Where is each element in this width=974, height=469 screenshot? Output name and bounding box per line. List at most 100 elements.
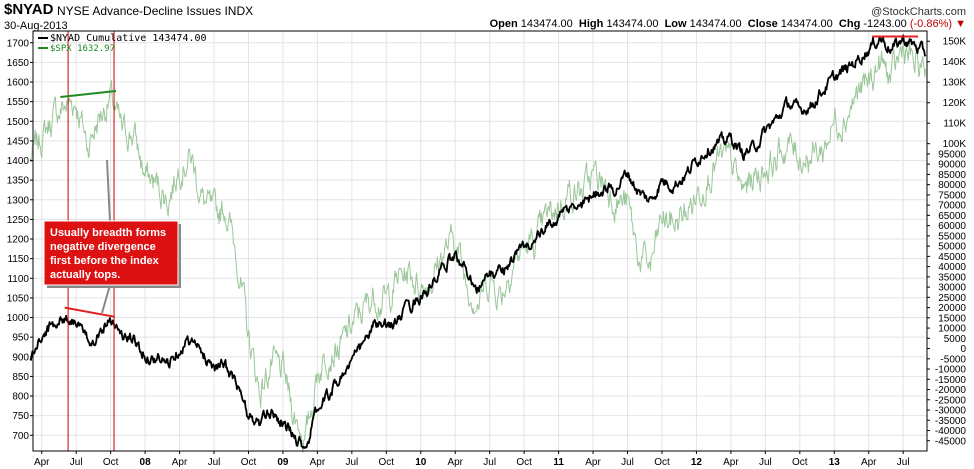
chart-title: NYSE Advance-Decline Issues INDX [57, 4, 253, 18]
y-right-tick-label: 15000 [938, 313, 966, 324]
y-right-tick-label: 55000 [938, 231, 966, 242]
y-right-tick-label: 75000 [938, 190, 966, 201]
annotation-line-4: actually tops. [50, 269, 120, 281]
chg-label: Chg [838, 18, 861, 30]
nyad-line-path [29, 34, 927, 449]
y-right-tick-label: 35000 [938, 272, 966, 283]
y-right-tick-label: 5000 [944, 334, 967, 345]
brand-watermark[interactable]: @StockCharts.com [871, 6, 966, 18]
x-tick-label: Apr [34, 457, 50, 468]
y-left-tick-label: 1250 [7, 215, 30, 226]
y-right-tick-label: -45000 [935, 436, 967, 447]
x-tick-label: Oct [103, 457, 119, 468]
open-value: 143474.00 [520, 18, 573, 30]
y-left-tick-label: 1000 [7, 313, 30, 324]
y-right-tick-label: -5000 [940, 354, 966, 365]
y-right-tick-label: 100K [943, 139, 967, 150]
y-right-tick-label: 30000 [938, 283, 966, 294]
chart-date: 30-Aug-2013 [4, 20, 68, 32]
y-right-tick-label: -15000 [935, 375, 967, 386]
chart-symbol: $NYAD [4, 1, 54, 18]
y-right-tick-label: -25000 [935, 395, 967, 406]
y-right-tick-label: 90000 [938, 160, 966, 171]
x-tick-label: Apr [723, 457, 739, 468]
x-tick-label: Jul [483, 457, 496, 468]
spx-line-path [29, 42, 927, 453]
nyad-lower-high-line [64, 306, 115, 318]
annotation-line-2: negative divergence [50, 241, 156, 253]
high-value: 143474.00 [606, 18, 659, 30]
x-tick-label: Oct [241, 457, 257, 468]
x-tick-label: Apr [310, 457, 326, 468]
y-left-tick-label: 1350 [7, 176, 30, 187]
x-tick-label: Jul [345, 457, 358, 468]
y-right-tick-label: 70000 [938, 201, 966, 212]
y-left-tick-label: 1550 [7, 97, 30, 108]
y-right-tick-label: 25000 [938, 293, 966, 304]
legend-nyad: $NYAD Cumulative 143474.00 [50, 33, 207, 44]
x-tick-label: Apr [447, 457, 463, 468]
spx-higher-high-line [60, 90, 117, 98]
x-tick-label: 12 [691, 457, 703, 468]
y-right-tick-label: -40000 [935, 426, 967, 437]
x-tick-label: Apr [172, 457, 188, 468]
y-left-tick-label: 750 [12, 411, 29, 422]
close-label: Close [747, 18, 778, 30]
y-left-tick-label: 1050 [7, 293, 30, 304]
y-left-tick-label: 1500 [7, 117, 30, 128]
x-tick-label: Jul [621, 457, 634, 468]
index-name: NYSE Advance-Decline Issues [57, 4, 222, 18]
y-right-tick-label: 20000 [938, 303, 966, 314]
y-right-tick-label: 120K [943, 98, 967, 109]
y-left-tick-label: 1650 [7, 58, 30, 69]
chart-legend: $NYAD Cumulative 143474.00 $SPX 1632.97 [38, 33, 207, 54]
y-right-tick-label: 85000 [938, 170, 966, 181]
annotation-pointer-nyad [101, 284, 111, 314]
y-left-tick-label: 1450 [7, 136, 30, 147]
ohlc-readout: Open 143474.00 High 143474.00 Low 143474… [490, 18, 966, 30]
spx-series [29, 42, 927, 453]
y-left-tick-label: 1400 [7, 156, 30, 167]
y-left-tick-label: 1200 [7, 235, 30, 246]
low-label: Low [664, 18, 687, 30]
x-tick-label: Apr [861, 457, 877, 468]
y-left-tick-label: 950 [12, 333, 29, 344]
chart-axes: 700 750 800 850 900 950 1000 1050 1100 1150 1200 12… [7, 30, 967, 468]
low-value: 143474.00 [689, 18, 742, 30]
x-tick-label: Jul [759, 457, 772, 468]
y-right-tick-label: 110K [943, 119, 966, 130]
y-right-tick-label: -30000 [935, 406, 967, 417]
plot-frame [32, 30, 928, 452]
close-value: 143474.00 [780, 18, 833, 30]
y-right-tick-label: 150K [943, 37, 967, 48]
x-tick-label: Jul [897, 457, 910, 468]
annotation-line-3: first before the index [50, 255, 160, 267]
x-tick-label: Jul [70, 457, 83, 468]
x-tick-label: 08 [140, 457, 152, 468]
x-tick-label: Jul [208, 457, 221, 468]
y-right-tick-label: 95000 [938, 149, 966, 160]
y-left-tick-label: 1100 [7, 274, 29, 285]
y-left-tick-label: 800 [12, 392, 29, 403]
chg-percent: (-0.86%) [909, 18, 953, 30]
x-tick-label: Oct [516, 457, 532, 468]
y-right-tick-label: 60000 [938, 221, 966, 232]
x-tick-label: 09 [277, 457, 289, 468]
y-right-tick-label: -10000 [935, 365, 967, 376]
x-tick-label: Apr [585, 457, 601, 468]
x-tick-label: Oct [792, 457, 808, 468]
high-label: High [578, 18, 604, 30]
legend-spx: $SPX 1632.97 [50, 44, 115, 54]
chg-value: -1243.00 [863, 18, 907, 30]
x-tick-label: 13 [829, 457, 841, 468]
y-right-tick-label: 45000 [938, 252, 966, 263]
y-right-tick-label: 10000 [938, 324, 966, 335]
y-right-tick-label: 80000 [938, 180, 966, 191]
x-tick-label: 10 [415, 457, 427, 468]
down-arrow-icon: ▼ [955, 18, 966, 30]
y-left-tick-label: 1150 [7, 254, 29, 265]
x-tick-label: 11 [553, 457, 564, 468]
y-right-tick-label: 50000 [938, 242, 966, 253]
open-label: Open [489, 18, 518, 30]
